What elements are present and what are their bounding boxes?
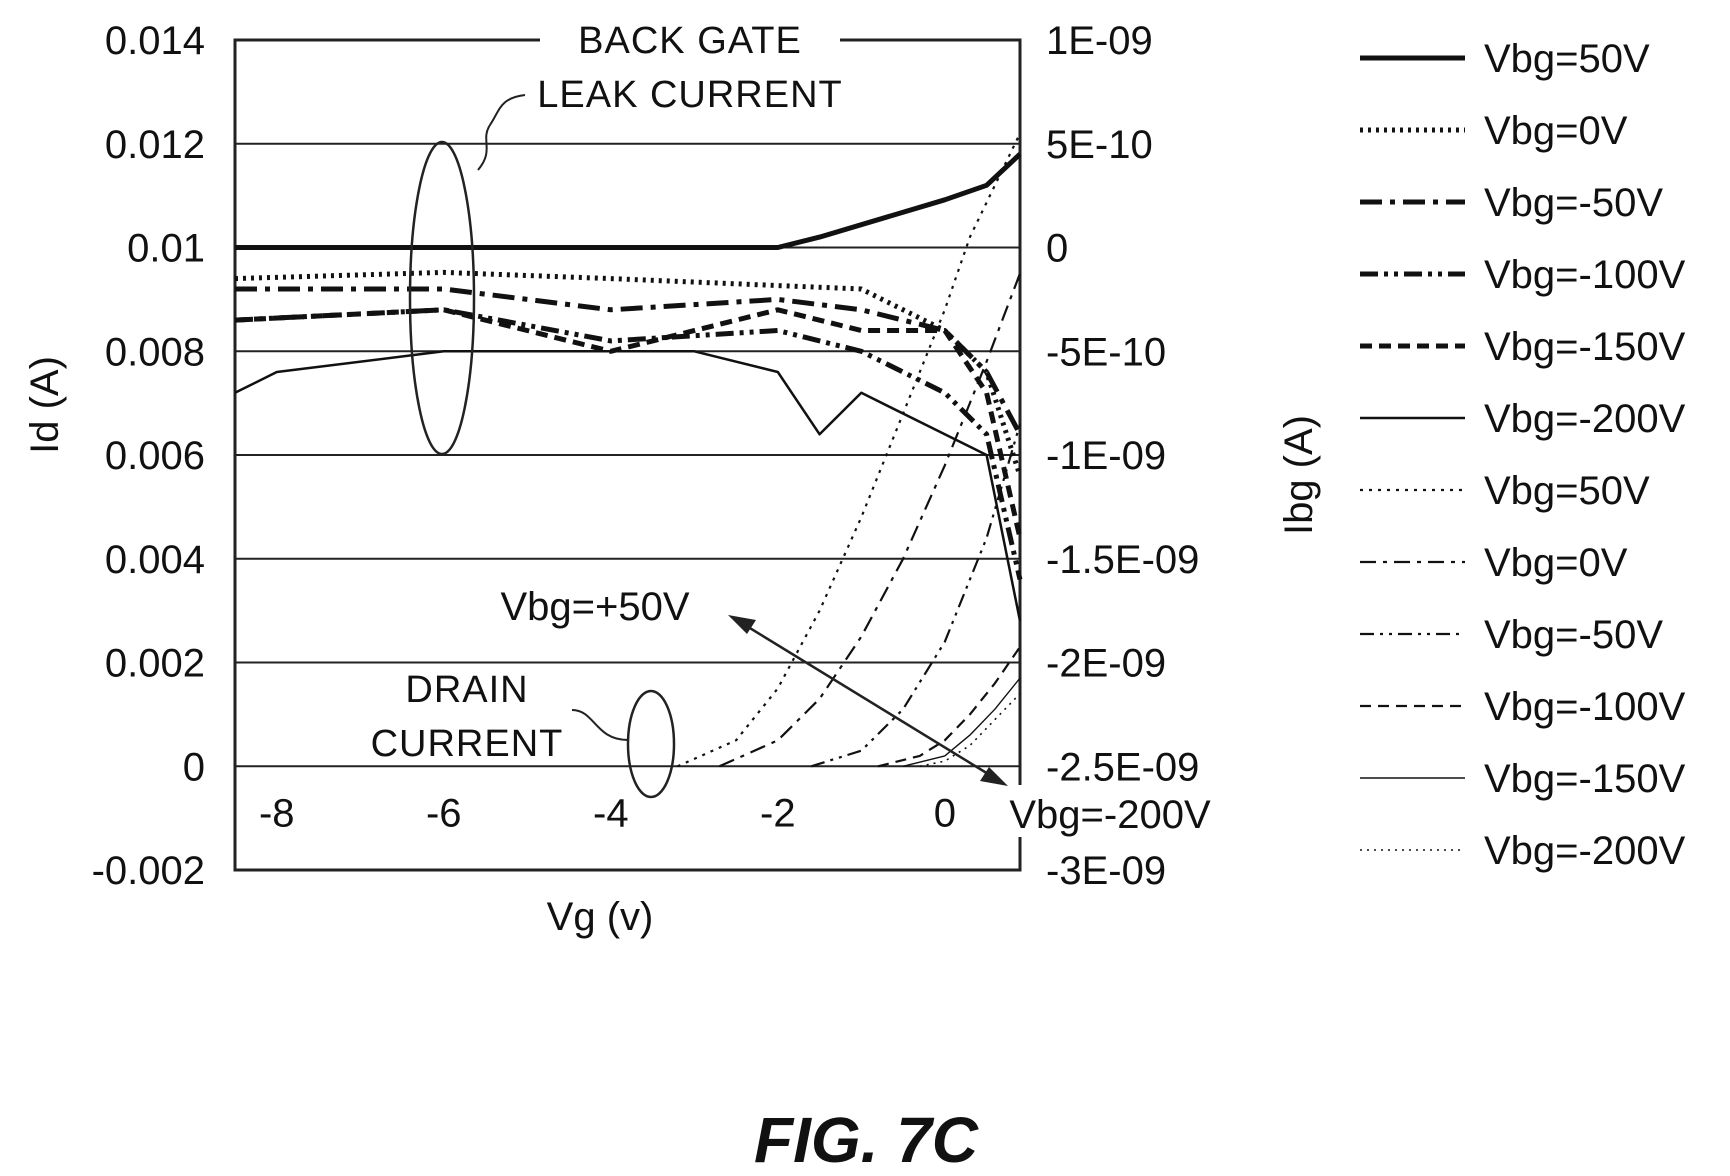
legend-label-1: Vbg=0V — [1484, 109, 1628, 153]
legend-label-9: Vbg=-100V — [1484, 685, 1686, 729]
x-tick-labels: -8 -6 -4 -2 0 — [259, 791, 956, 835]
vbg-minus-bg — [972, 785, 1248, 837]
y-tick-label: 0.004 — [105, 538, 205, 582]
series-line-11 — [919, 693, 1021, 768]
y2-tick-label: -2.5E-09 — [1046, 745, 1199, 789]
series-line-5 — [234, 350, 1022, 622]
y2-tick-label: 0 — [1046, 227, 1068, 271]
series-line-1 — [234, 269, 1023, 477]
y2-tick-label: 1E-09 — [1046, 19, 1153, 63]
annotation-leak-current: LEAK CURRENT — [537, 74, 843, 116]
y2-tick-label: -1.5E-09 — [1046, 538, 1199, 582]
y-tick-label: 0.006 — [105, 434, 205, 478]
y2-tick-label: -3E-09 — [1046, 849, 1166, 893]
series-line-8 — [810, 423, 1022, 768]
series-line-4 — [234, 307, 1023, 539]
legend-label-4: Vbg=-150V — [1484, 325, 1686, 369]
y2-tick-label: -2E-09 — [1046, 642, 1166, 686]
y-tick-label: 0 — [183, 745, 205, 789]
series-line-0 — [235, 152, 1022, 250]
y2-tick-label: 5E-10 — [1046, 123, 1153, 167]
legend-label-2: Vbg=-50V — [1484, 181, 1663, 225]
vbg-arrow-line — [739, 620, 999, 782]
legend-label-6: Vbg=50V — [1484, 469, 1650, 513]
series-group — [234, 132, 1023, 768]
drain-current-ellipse — [626, 689, 676, 799]
annotation-vbg-minus: Vbg=-200V — [1009, 793, 1211, 837]
y-tick-label: 0.01 — [127, 227, 205, 271]
annotation-current: CURRENT — [371, 723, 564, 765]
legend-label-3: Vbg=-100V — [1484, 253, 1686, 297]
y-tick-label: -0.002 — [92, 849, 205, 893]
figure-label: FIG. 7C — [754, 1104, 979, 1176]
series-line-2 — [235, 286, 1023, 436]
leak-current-leader — [477, 94, 526, 171]
y2-tick-label: -1E-09 — [1046, 434, 1166, 478]
y-tick-label: 0.014 — [105, 19, 205, 63]
x-tick-label: -6 — [426, 791, 462, 835]
y-tick-label: 0.012 — [105, 123, 205, 167]
annotation-drain: DRAIN — [405, 669, 528, 711]
back-gate-bg — [540, 20, 840, 60]
x-tick-label: -2 — [760, 791, 796, 835]
y2-tick-label: -5E-10 — [1046, 330, 1166, 374]
series-line-7 — [718, 273, 1022, 768]
legend-label-7: Vbg=0V — [1484, 541, 1628, 585]
leak-current-ellipse — [408, 140, 476, 456]
y2-tick-labels: 1E-09 5E-10 0 -5E-10 -1E-09 -1.5E-09 -2E-09 -2.… — [1046, 19, 1199, 893]
legend-label-8: Vbg=-50V — [1484, 613, 1663, 657]
legend: Vbg=50V Vbg=0V Vbg=-50V Vbg=-100V Vbg=-150V V… — [1360, 37, 1686, 873]
x-axis-label: Vg (v) — [547, 895, 654, 939]
legend-label-10: Vbg=-150V — [1484, 757, 1686, 801]
y-tick-label: 0.008 — [105, 330, 205, 374]
y2-axis-label: Ibg (A) — [1277, 415, 1321, 535]
vbg-arrow-head-up — [728, 615, 756, 634]
vbg-plus-bg — [465, 578, 727, 630]
x-tick-label: -8 — [259, 791, 295, 835]
drain-current-leader — [571, 709, 629, 741]
x-tick-label: 0 — [934, 791, 956, 835]
legend-label-11: Vbg=-200V — [1484, 829, 1686, 873]
legend-label-5: Vbg=-200V — [1484, 397, 1686, 441]
annotation-back-gate: BACK GATE — [578, 20, 802, 62]
series-line-6 — [677, 132, 1021, 768]
vbg-arrow-head-down — [980, 767, 1008, 786]
legend-label-0: Vbg=50V — [1484, 37, 1650, 81]
x-tick-label: -4 — [593, 791, 629, 835]
drain-current-bg — [368, 668, 566, 764]
y-tick-label: 0.002 — [105, 642, 205, 686]
annotation-vbg-plus: Vbg=+50V — [500, 585, 689, 629]
series-line-9 — [877, 646, 1021, 768]
series-line-10 — [902, 677, 1021, 767]
y-tick-labels: 0.014 0.012 0.01 0.008 0.006 0.004 0.002 0 -0.00… — [92, 19, 205, 893]
y-axis-label: Id (A) — [23, 356, 67, 454]
